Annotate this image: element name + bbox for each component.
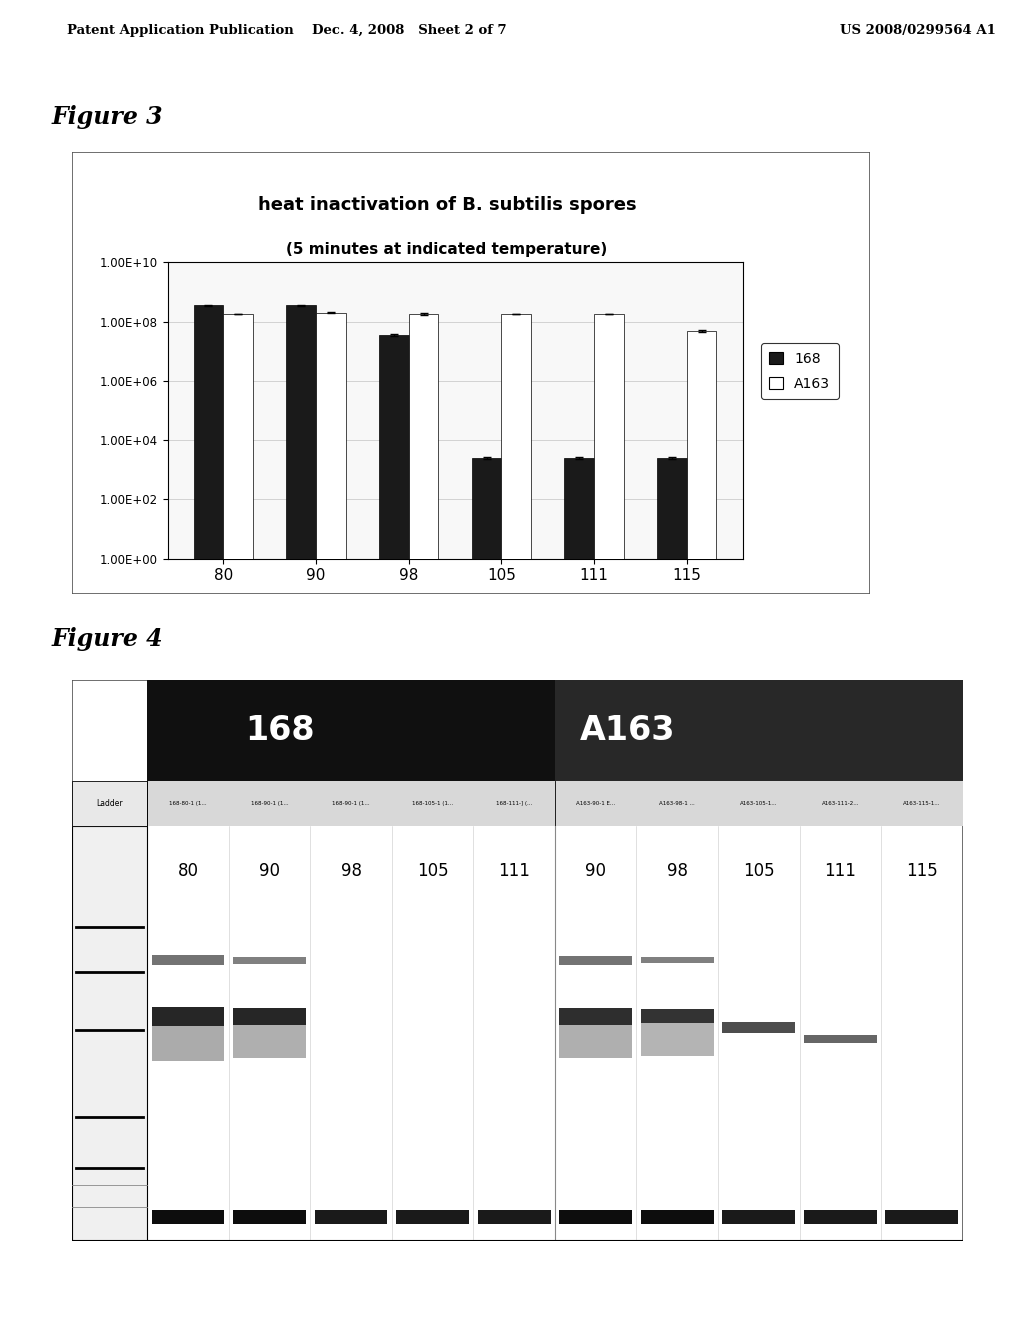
Text: A163-90-1 E...: A163-90-1 E... [577, 801, 615, 805]
Text: A163-105-1...: A163-105-1... [740, 801, 777, 805]
Bar [559, 1019, 632, 1059]
Text: 115: 115 [906, 862, 938, 879]
Text: A163-111-2...: A163-111-2... [821, 801, 859, 805]
Text: 98: 98 [341, 862, 361, 879]
Bar [641, 1010, 714, 1023]
Bar [641, 1022, 714, 1056]
Text: (5 minutes at indicated temperature): (5 minutes at indicated temperature) [287, 242, 607, 256]
Text: 98: 98 [667, 862, 688, 879]
Bar [152, 1007, 224, 1026]
Text: 168-90-1 (1...: 168-90-1 (1... [251, 801, 289, 805]
Bar [559, 956, 632, 965]
Bar [223, 314, 253, 1320]
Bar [657, 458, 687, 1320]
Bar [379, 335, 409, 1320]
Bar [315, 1210, 387, 1224]
Bar [478, 1210, 551, 1224]
Bar [723, 1022, 795, 1034]
Text: 168-105-1 (1...: 168-105-1 (1... [412, 801, 454, 805]
Bar [687, 330, 717, 1320]
Bar [72, 826, 147, 1241]
Bar [152, 1210, 224, 1224]
Text: 168: 168 [245, 714, 314, 747]
Text: Dec. 4, 2008   Sheet 2 of 7: Dec. 4, 2008 Sheet 2 of 7 [312, 24, 507, 37]
Bar [233, 1008, 306, 1024]
Text: 111: 111 [499, 862, 530, 879]
Text: 105: 105 [417, 862, 449, 879]
Text: 90: 90 [259, 862, 281, 879]
Bar [723, 1210, 795, 1224]
Bar [194, 305, 223, 1320]
Text: A163-98-1 ...: A163-98-1 ... [659, 801, 695, 805]
Text: heat inactivation of B. subtilis spores: heat inactivation of B. subtilis spores [258, 195, 636, 214]
Bar [641, 957, 714, 964]
Text: A163-115-1...: A163-115-1... [903, 801, 941, 805]
Text: 80: 80 [177, 862, 199, 879]
Bar [287, 305, 316, 1320]
Bar [804, 1035, 877, 1043]
Text: Ladder: Ladder [96, 799, 123, 808]
Text: 105: 105 [743, 862, 774, 879]
Bar [152, 956, 224, 965]
Bar [316, 313, 346, 1320]
Bar [72, 781, 147, 826]
Bar [555, 680, 963, 781]
Bar [804, 1210, 877, 1224]
Bar [233, 957, 306, 964]
Text: 168-111-] (...: 168-111-] (... [496, 801, 532, 805]
Bar [147, 680, 555, 781]
Bar [147, 781, 963, 826]
Bar [641, 1210, 714, 1224]
Bar [564, 458, 594, 1320]
Bar [594, 314, 624, 1320]
Bar [233, 1019, 306, 1059]
Text: US 2008/0299564 A1: US 2008/0299564 A1 [840, 24, 995, 37]
Bar [559, 1210, 632, 1224]
Bar [502, 314, 531, 1320]
Text: 111: 111 [824, 862, 856, 879]
Bar [886, 1210, 958, 1224]
Text: 168-80-1 (1...: 168-80-1 (1... [169, 801, 207, 805]
Legend: 168, A163: 168, A163 [761, 343, 839, 399]
Bar [409, 314, 438, 1320]
Text: Figure 4: Figure 4 [51, 627, 163, 651]
Text: A163: A163 [580, 714, 675, 747]
Bar [147, 826, 963, 1241]
Bar [559, 1008, 632, 1024]
Bar [233, 1210, 306, 1224]
Bar [396, 1210, 469, 1224]
Text: 168-90-1 (1...: 168-90-1 (1... [333, 801, 370, 805]
Text: Figure 3: Figure 3 [51, 106, 163, 129]
Text: Patent Application Publication: Patent Application Publication [67, 24, 293, 37]
Bar [472, 458, 502, 1320]
Text: 90: 90 [586, 862, 606, 879]
Bar [152, 1016, 224, 1061]
